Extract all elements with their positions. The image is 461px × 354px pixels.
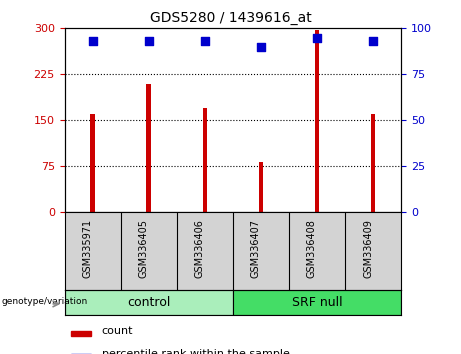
Text: GSM336408: GSM336408	[307, 219, 317, 278]
FancyBboxPatch shape	[65, 290, 233, 315]
Text: GSM336409: GSM336409	[363, 219, 373, 278]
Bar	[147, 84, 151, 212]
Text: GSM336405: GSM336405	[139, 219, 148, 278]
Text: GSM336406: GSM336406	[195, 219, 205, 278]
Text: GSM335971: GSM335971	[83, 219, 93, 278]
Text: count: count	[101, 326, 133, 337]
Point	[369, 38, 377, 44]
Point	[145, 38, 152, 44]
Bar	[71, 331, 91, 336]
Point	[201, 38, 208, 44]
Text: percentile rank within the sample: percentile rank within the sample	[101, 349, 290, 354]
Text: SRF null: SRF null	[292, 296, 342, 309]
Bar	[259, 162, 263, 212]
Point	[313, 35, 321, 40]
Text: control: control	[127, 296, 171, 309]
Text: GSM336407: GSM336407	[251, 219, 261, 278]
Bar	[90, 114, 95, 212]
Text: genotype/variation: genotype/variation	[1, 297, 88, 306]
Point	[89, 38, 96, 44]
Text: GDS5280 / 1439616_at: GDS5280 / 1439616_at	[150, 11, 311, 25]
Point	[257, 44, 265, 50]
Bar	[371, 114, 375, 212]
Bar	[202, 108, 207, 212]
Bar	[315, 30, 319, 212]
FancyBboxPatch shape	[233, 290, 401, 315]
